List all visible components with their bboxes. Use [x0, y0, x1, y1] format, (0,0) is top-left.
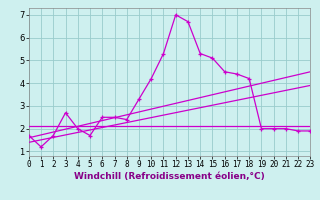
- X-axis label: Windchill (Refroidissement éolien,°C): Windchill (Refroidissement éolien,°C): [74, 172, 265, 181]
